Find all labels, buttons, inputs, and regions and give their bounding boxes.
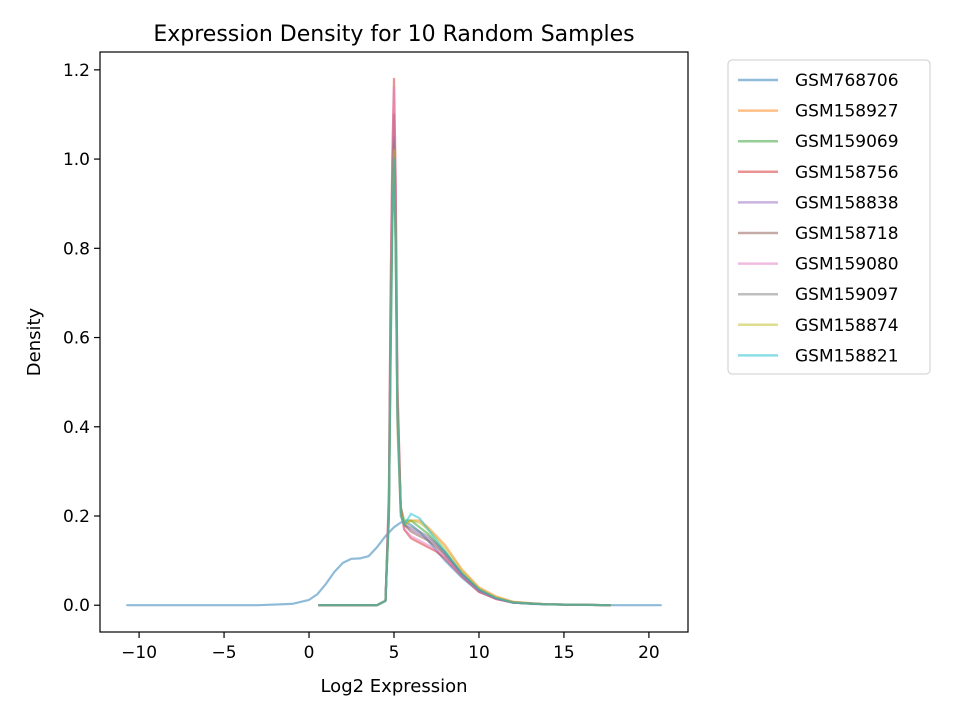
legend-frame: [727, 59, 931, 375]
legend-label: GSM159080: [795, 255, 899, 275]
y-tick-label: 0.0: [63, 596, 90, 616]
x-axis-ticks: −10 −5 0 5 10 15 20: [121, 632, 660, 663]
y-tick-label: 1.2: [63, 61, 90, 81]
series-line-gsm158821: [318, 158, 611, 607]
legend: GSM768706 GSM158927 GSM159069 GSM158756 GSM1…: [727, 59, 931, 375]
legend-label: GSM158821: [795, 346, 899, 366]
legend-label: GSM158838: [795, 193, 899, 213]
x-tick-label: 0: [304, 643, 315, 663]
x-tick-label: 5: [389, 643, 400, 663]
x-tick-label: −10: [121, 643, 157, 663]
x-tick-label: 15: [553, 643, 575, 663]
legend-label: GSM158927: [795, 102, 899, 122]
x-tick-label: 10: [468, 643, 490, 663]
y-tick-label: 0.8: [63, 239, 90, 259]
y-axis-label: Density: [24, 307, 45, 376]
y-tick-label: 0.2: [63, 507, 90, 527]
chart-title: Expression Density for 10 Random Samples: [153, 22, 634, 47]
legend-label: GSM158874: [795, 316, 899, 336]
legend-label: GSM158756: [795, 163, 899, 183]
y-tick-label: 0.6: [63, 329, 90, 349]
y-axis-ticks: 0.0 0.2 0.4 0.6 0.8 1.0 1.2: [63, 61, 100, 616]
x-axis-label: Log2 Expression: [320, 676, 467, 697]
series-group: [126, 77, 662, 607]
legend-label: GSM159069: [795, 132, 899, 152]
y-tick-label: 0.4: [63, 418, 90, 438]
y-tick-label: 1.0: [63, 150, 90, 170]
legend-label: GSM158718: [795, 224, 899, 244]
x-tick-label: −5: [212, 643, 237, 663]
x-tick-label: 20: [638, 643, 660, 663]
legend-label: GSM768706: [795, 71, 899, 91]
legend-items: GSM768706 GSM158927 GSM159069 GSM158756 GSM1…: [738, 71, 899, 366]
legend-label: GSM159097: [795, 285, 899, 305]
plot-area: −10 −5 0 5 10 15 20 0.0 0.2 0.4 0.6 0.8 1.0 1.2: [63, 51, 689, 663]
